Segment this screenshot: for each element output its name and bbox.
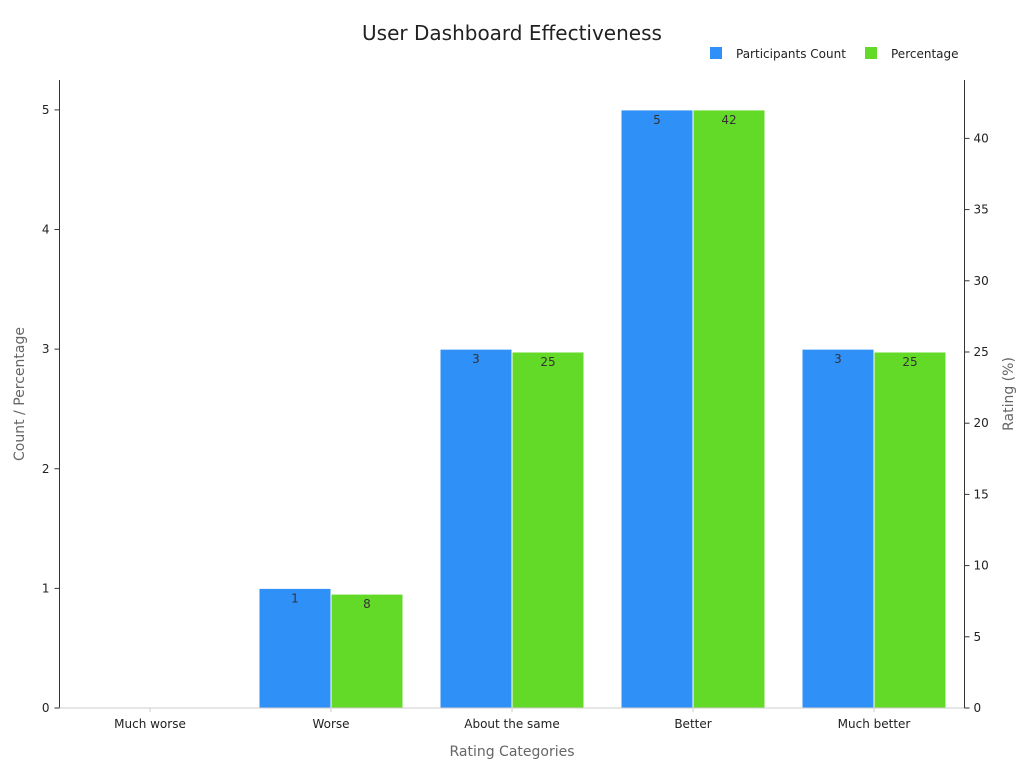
legend: Participants Count Percentage bbox=[710, 47, 959, 61]
legend-label: Percentage bbox=[891, 47, 959, 61]
right-y-tick-label: 35 bbox=[974, 203, 989, 217]
data-label-participants-count: 1 bbox=[291, 591, 299, 605]
legend-swatch bbox=[865, 47, 877, 59]
right-y-axis-label: Rating (%) bbox=[1001, 357, 1017, 431]
x-axis-label: Rating Categories bbox=[449, 744, 574, 760]
right-y-tick-label: 25 bbox=[974, 345, 989, 359]
bar-percentage bbox=[330, 593, 404, 709]
x-tick-label: Worse bbox=[312, 717, 349, 731]
chart-title: User Dashboard Effectiveness bbox=[362, 21, 662, 45]
left-y-axis-label: Count / Percentage bbox=[12, 327, 28, 461]
bars-group bbox=[258, 109, 947, 709]
left-y-tick-label: 0 bbox=[42, 701, 50, 715]
data-label-participants-count: 3 bbox=[472, 352, 480, 366]
data-label-participants-count: 5 bbox=[653, 113, 661, 127]
legend-item[interactable]: Participants Count bbox=[710, 47, 846, 61]
bar-participants-count bbox=[620, 109, 694, 709]
data-label-percentage: 8 bbox=[363, 597, 371, 611]
data-label-percentage: 25 bbox=[540, 355, 555, 369]
legend-item[interactable]: Percentage bbox=[865, 47, 959, 61]
bar-participants-count bbox=[439, 348, 513, 709]
x-ticks: Much worse Worse About the same Better Much … bbox=[114, 708, 910, 731]
right-y-tick-label: 10 bbox=[974, 559, 989, 573]
bar-percentage bbox=[873, 351, 947, 709]
right-y-tick-label: 5 bbox=[974, 630, 982, 644]
data-label-percentage: 42 bbox=[721, 113, 736, 127]
right-y-tick-label: 40 bbox=[974, 131, 989, 145]
left-y-tick-label: 2 bbox=[42, 462, 50, 476]
legend-label: Participants Count bbox=[736, 47, 846, 61]
left-y-tick-label: 1 bbox=[42, 581, 50, 595]
left-y-tick-label: 3 bbox=[42, 342, 50, 356]
data-labels-group: 1 8 3 25 5 42 3 25 bbox=[291, 113, 917, 611]
right-y-tick-label: 15 bbox=[974, 487, 989, 501]
data-label-participants-count: 3 bbox=[834, 352, 842, 366]
bar-participants-count bbox=[258, 587, 332, 709]
left-y-tick-label: 4 bbox=[42, 223, 50, 237]
x-tick-label: Better bbox=[674, 717, 711, 731]
x-tick-label: Much better bbox=[838, 717, 911, 731]
right-y-tick-label: 30 bbox=[974, 274, 989, 288]
bar-participants-count bbox=[801, 348, 875, 709]
x-tick-label: About the same bbox=[464, 717, 559, 731]
right-y-ticks: 0 5 10 15 20 25 30 35 40 bbox=[964, 131, 989, 715]
bar-percentage bbox=[692, 109, 766, 709]
legend-swatch bbox=[710, 47, 722, 59]
left-y-tick-label: 5 bbox=[42, 103, 50, 117]
right-y-tick-label: 0 bbox=[974, 701, 982, 715]
right-y-tick-label: 20 bbox=[974, 416, 989, 430]
left-y-ticks: 0 1 2 3 4 5 bbox=[42, 103, 60, 715]
bar-percentage bbox=[511, 351, 585, 709]
data-label-percentage: 25 bbox=[902, 355, 917, 369]
x-tick-label: Much worse bbox=[114, 717, 186, 731]
